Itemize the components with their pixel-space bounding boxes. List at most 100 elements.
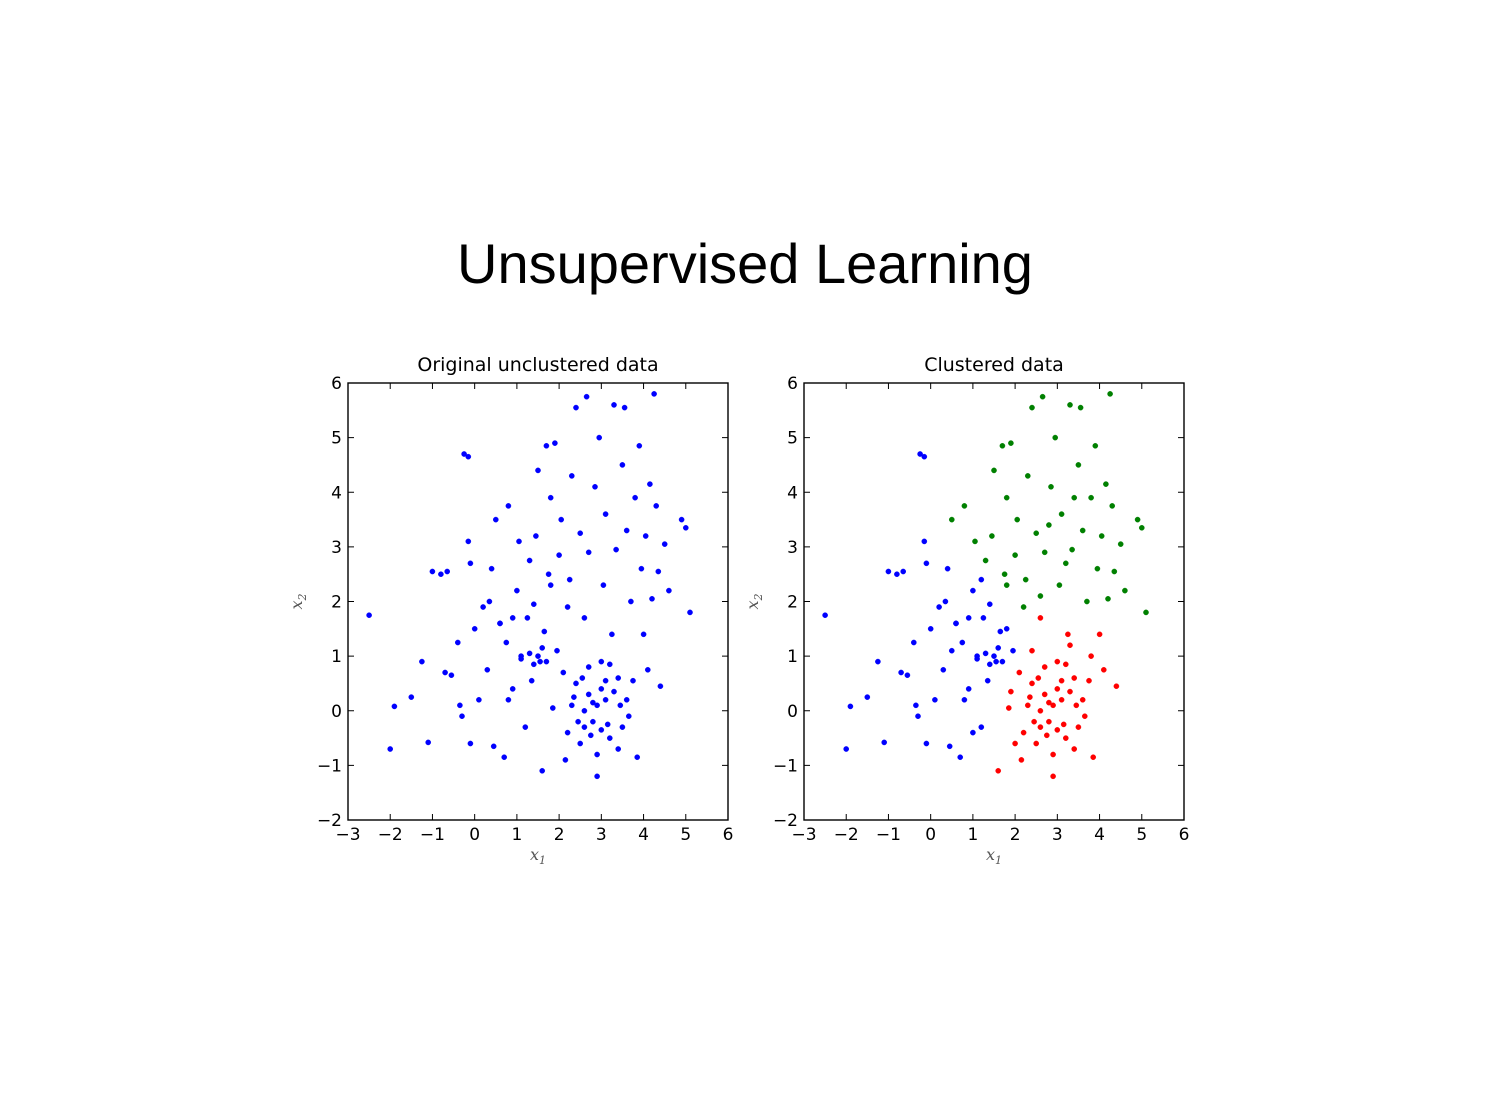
data-point: [533, 533, 539, 539]
data-point: [1122, 587, 1128, 594]
data-point: [999, 442, 1006, 449]
data-point: [514, 587, 520, 594]
x-axis-label: x1: [986, 845, 1002, 867]
data-point: [1071, 675, 1077, 681]
x-tick-label: −2: [834, 825, 859, 845]
y-tick-label: 4: [331, 483, 342, 503]
data-point: [944, 565, 951, 572]
data-point: [1050, 702, 1056, 709]
data-point: [476, 697, 482, 703]
data-point: [607, 661, 613, 668]
data-point: [537, 658, 543, 665]
data-point: [594, 773, 600, 780]
data-point: [970, 587, 976, 594]
data-point: [1054, 658, 1061, 665]
data-point: [1048, 483, 1054, 490]
data-series-2: [949, 391, 1149, 616]
x-tick-label: 3: [1052, 825, 1063, 845]
data-point: [626, 713, 632, 720]
data-point: [596, 434, 603, 441]
y-tick-label: 4: [787, 483, 798, 503]
data-point: [1105, 596, 1111, 602]
data-point: [864, 694, 871, 700]
data-point: [683, 525, 689, 531]
x-tick-label: 6: [723, 825, 734, 845]
data-point: [448, 672, 455, 679]
data-point: [467, 740, 474, 747]
data-point: [1060, 721, 1067, 728]
data-point: [965, 615, 972, 621]
data-point: [1025, 473, 1031, 479]
data-point: [1033, 530, 1039, 537]
data-point: [921, 453, 928, 460]
data-point: [598, 727, 605, 733]
data-point: [957, 754, 964, 761]
data-point: [1029, 404, 1035, 411]
data-point: [560, 669, 567, 676]
data-point: [1016, 669, 1023, 676]
x-tick-label: 1: [511, 825, 522, 845]
data-point: [953, 620, 959, 627]
data-point: [687, 609, 693, 616]
data-point: [978, 576, 985, 583]
y-tick-label: −2: [773, 811, 798, 831]
data-point: [1035, 675, 1042, 681]
data-point: [628, 598, 634, 605]
data-point: [982, 557, 989, 564]
data-point: [623, 527, 630, 534]
x-tick-label: −3: [335, 825, 360, 845]
data-point: [1033, 740, 1039, 747]
data-point: [1006, 705, 1012, 711]
x-tick-label: 0: [925, 825, 936, 845]
data-point: [1052, 434, 1058, 441]
data-point: [949, 516, 955, 523]
data-point: [552, 440, 558, 446]
data-point: [980, 615, 987, 621]
x-axis-label: x1: [530, 845, 546, 867]
data-point: [847, 703, 854, 710]
data-point: [1103, 481, 1109, 487]
data-point: [615, 746, 622, 752]
data-point: [484, 667, 491, 673]
y-axis-label: x2: [287, 593, 309, 609]
data-point: [585, 549, 592, 556]
data-point: [581, 615, 588, 621]
data-point: [1020, 604, 1027, 610]
data-point: [1056, 582, 1063, 588]
data-point: [1071, 746, 1077, 752]
data-point: [961, 503, 968, 509]
data-point: [522, 724, 529, 730]
data-point: [497, 620, 503, 627]
data-point: [1090, 754, 1096, 761]
data-point: [505, 503, 512, 509]
data-point: [1037, 593, 1044, 599]
data-point: [655, 568, 662, 575]
data-point: [940, 667, 947, 673]
data-point: [1079, 697, 1086, 703]
data-point: [547, 582, 554, 588]
data-point: [408, 694, 415, 700]
data-point: [619, 724, 626, 730]
data-point: [366, 612, 372, 619]
data-point: [657, 683, 664, 690]
data-point: [911, 639, 917, 646]
x-tick-label: −2: [378, 825, 403, 845]
y-tick-label: 2: [787, 593, 798, 613]
y-tick-label: 5: [787, 429, 798, 449]
data-point: [1063, 735, 1069, 741]
data-point: [1082, 713, 1088, 720]
data-point: [1014, 516, 1021, 523]
data-point: [949, 647, 955, 654]
data-point: [590, 699, 596, 706]
data-point: [632, 494, 638, 501]
data-point: [577, 530, 584, 537]
data-point: [1067, 688, 1073, 695]
data-point: [387, 746, 394, 752]
data-point: [531, 601, 537, 608]
data-point: [995, 645, 1002, 651]
y-tick-label: 3: [331, 538, 342, 558]
data-series-1: [822, 451, 1016, 761]
data-point: [1117, 541, 1124, 547]
data-point: [575, 718, 581, 725]
